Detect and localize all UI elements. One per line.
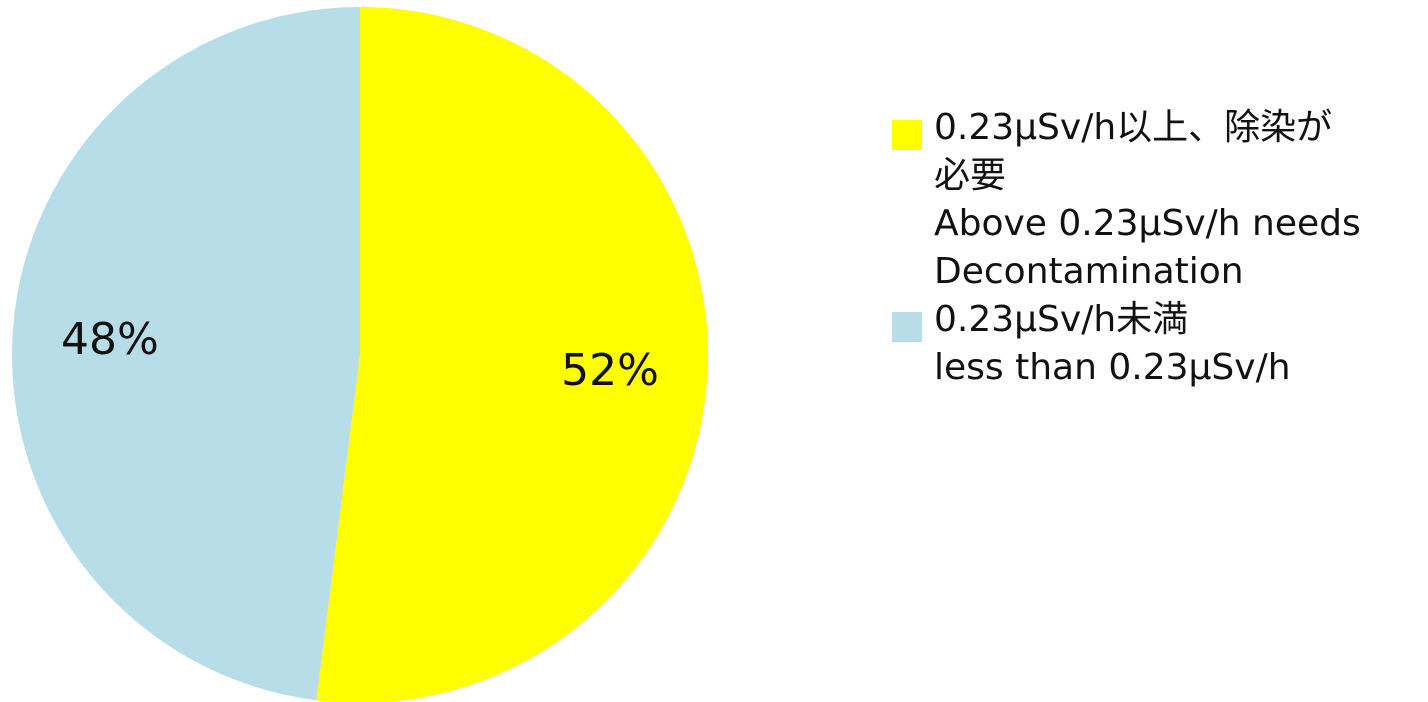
- legend-entry-above-threshold: 0.23μSv/h以上、除染が 必要 Above 0.23μSv/h needs…: [892, 104, 1412, 296]
- pie-slice-2-percent-label: 48%: [61, 314, 159, 365]
- legend-label-line: Decontamination: [934, 251, 1244, 292]
- legend-swatch-yellow: [892, 120, 922, 150]
- legend-label-line: 0.23μSv/h以上、除染が: [934, 107, 1333, 148]
- legend-entry-below-threshold: 0.23μSv/h未満 less than 0.23μSv/h: [892, 296, 1412, 392]
- chart-legend: 0.23μSv/h以上、除染が 必要 Above 0.23μSv/h needs…: [892, 104, 1412, 392]
- pie-slice-1: [316, 7, 708, 702]
- legend-label-line: 必要: [934, 155, 1007, 196]
- pie-slice-1-percent-label: 52%: [561, 345, 659, 396]
- legend-label-line: 0.23μSv/h未満: [934, 299, 1189, 340]
- legend-swatch-light-blue: [892, 312, 922, 342]
- pie-slice-2: [11, 6, 361, 701]
- legend-label-line: Above 0.23μSv/h needs: [934, 203, 1361, 244]
- legend-label-line: less than 0.23μSv/h: [934, 347, 1291, 388]
